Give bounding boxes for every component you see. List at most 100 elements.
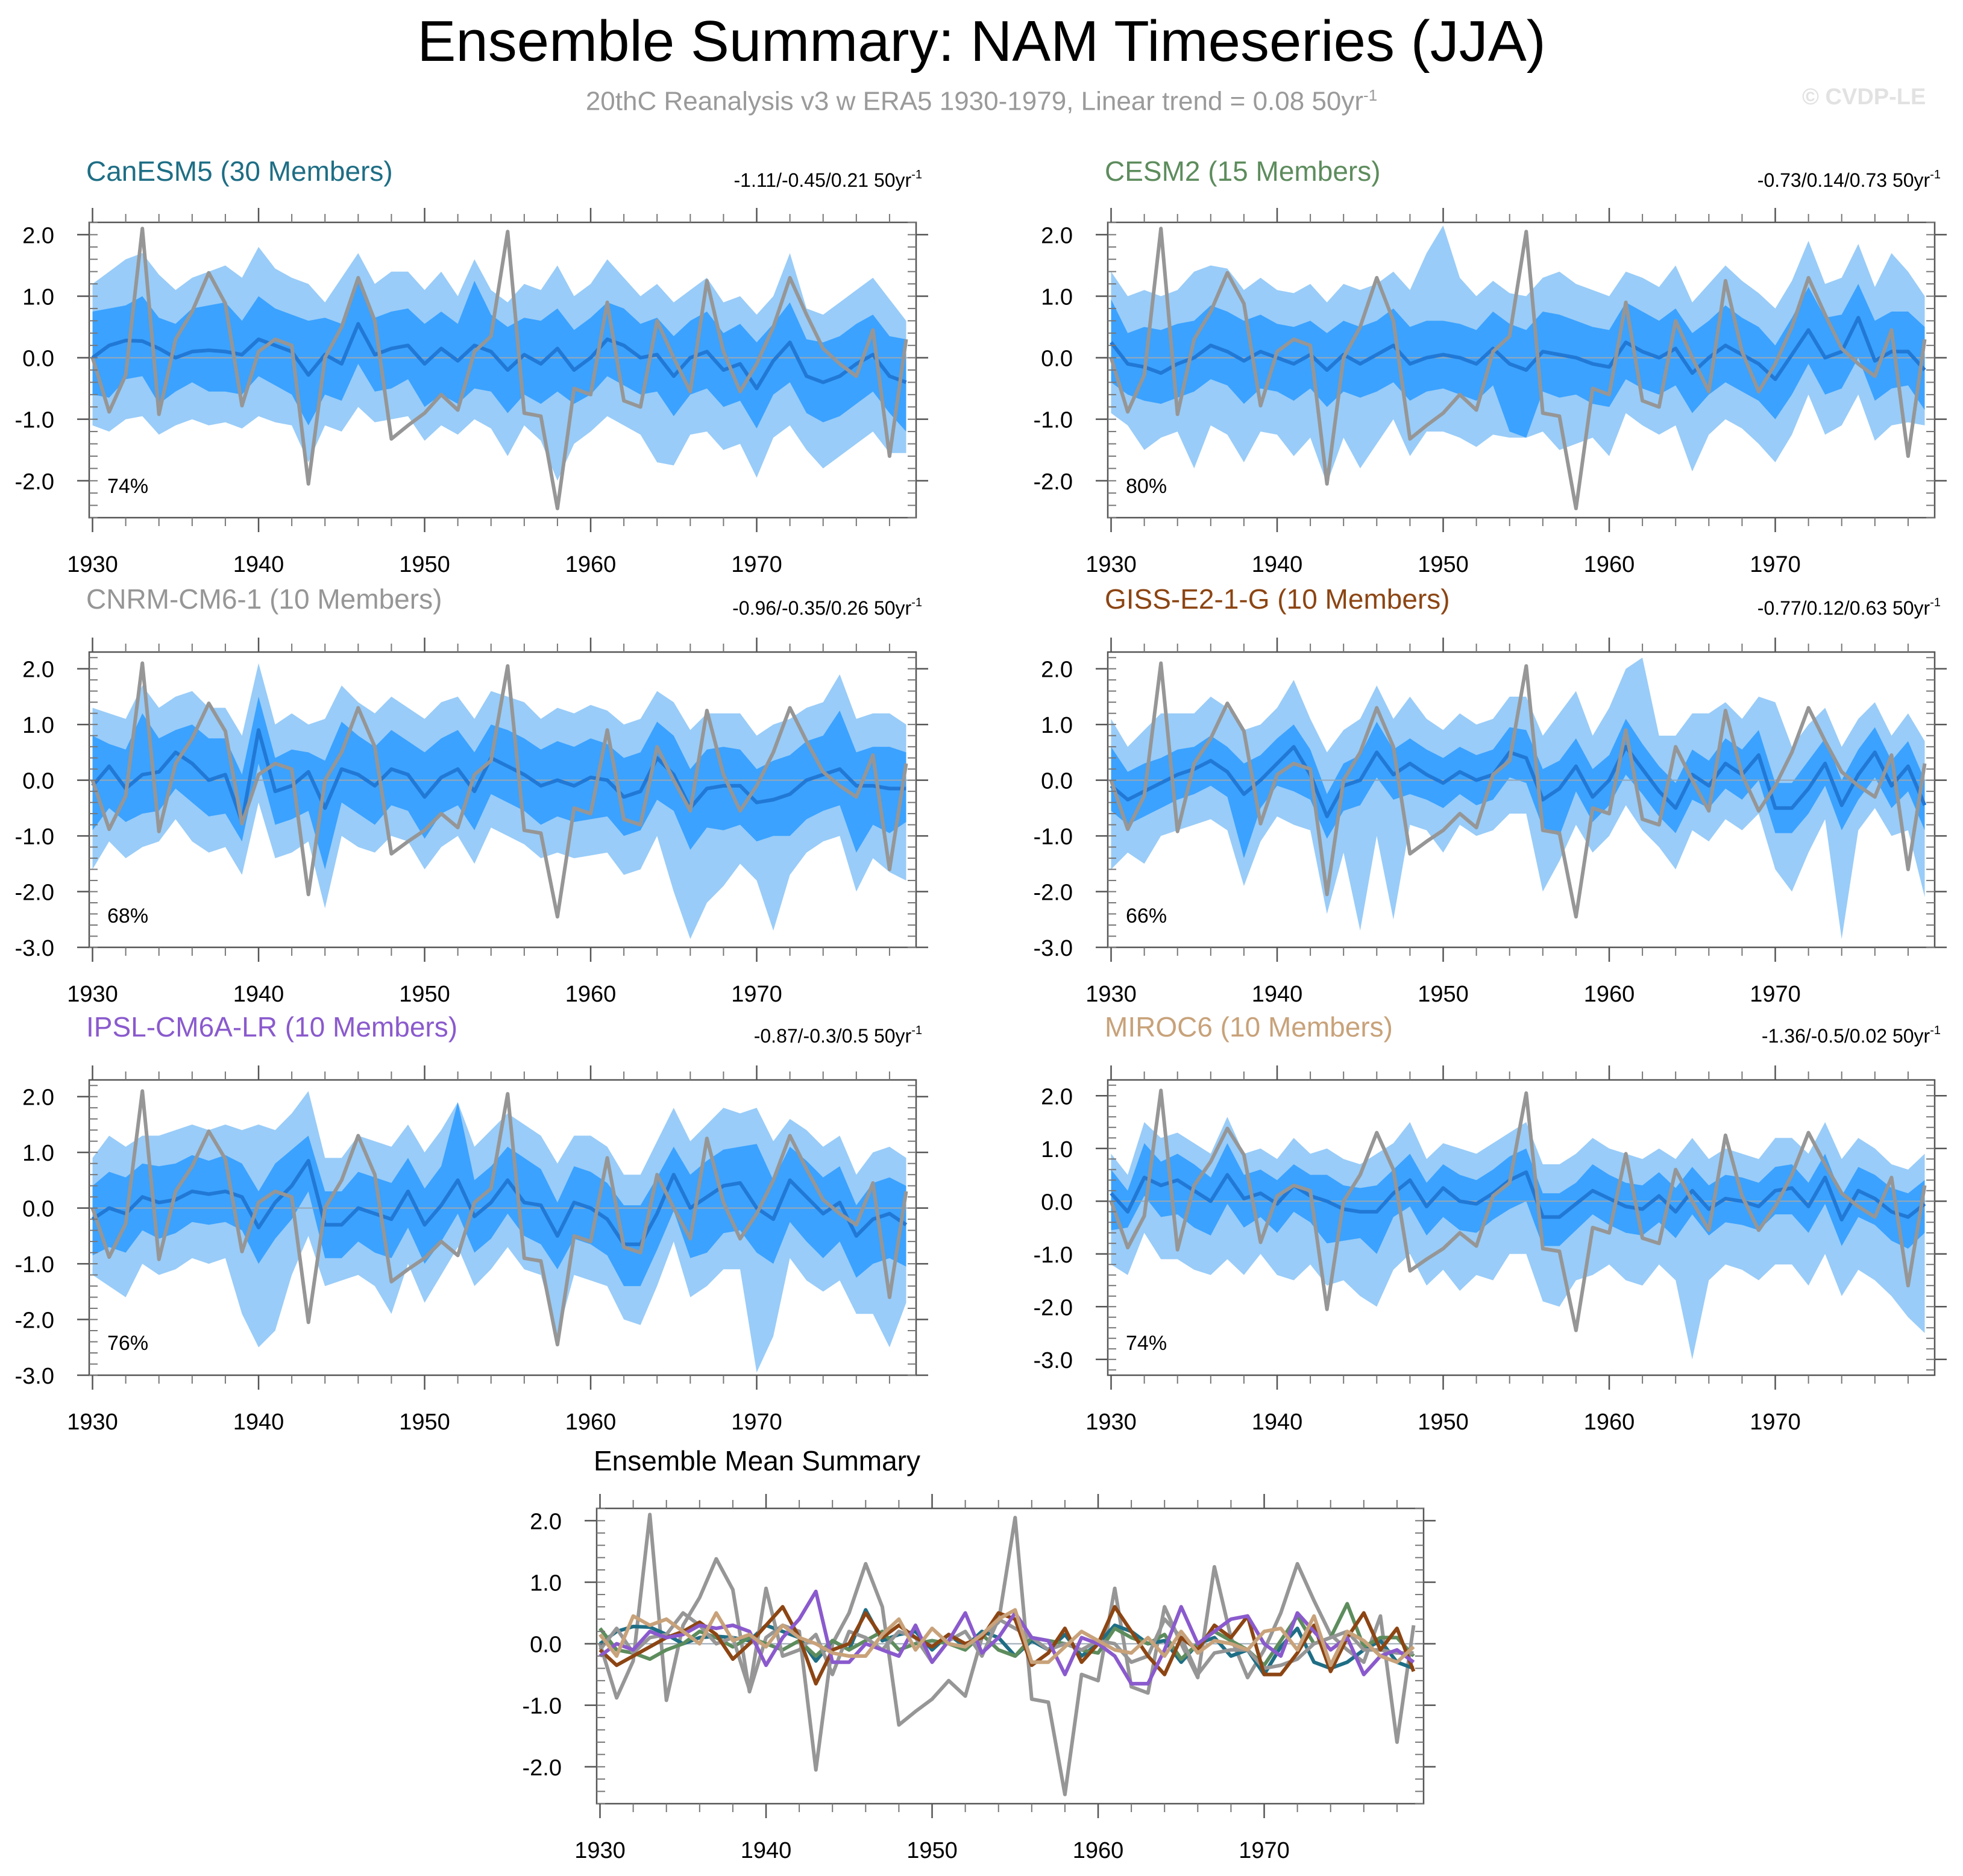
x-tick-label: 1970 [731,552,782,577]
page-title: Ensemble Summary: NAM Timeseries (JJA) [417,9,1546,74]
inner-band [92,697,906,870]
plot-frame [1107,651,1936,949]
x-tick-label: 1970 [1239,1838,1290,1863]
panel-title: MIROC6 (10 Members) [1105,1011,1393,1043]
panel-summary: Ensemble Mean Summary 2.0 1.0 0.0 -1.0 -2.0 19… [523,1445,1436,1863]
x-tick-label: 1930 [1085,982,1137,1007]
trend-label: -1.11/-0.45/0.21 50yr-1 [734,168,923,191]
y-tick-label: 1.0 [22,1141,54,1166]
ensemble-mean-line [91,322,907,391]
y-tick-label: -3.0 [15,936,54,961]
trend-superscript: -1 [911,1024,922,1037]
y-tick-label: -2.0 [1034,469,1073,495]
plot-content [89,227,916,510]
trend-label: -0.87/-0.3/0.5 50yr-1 [754,1024,922,1047]
plot-frame [88,651,917,949]
trend-value: -1.36/-0.5/0.02 50yr [1762,1025,1930,1047]
subtitle-superscript: -1 [1363,86,1378,104]
observation-line [1109,661,1927,919]
x-tick-label: 1960 [1584,552,1635,577]
y-tick-label: 1.0 [1041,713,1073,738]
panel-title: CNRM-CM6-1 (10 Members) [86,583,442,615]
x-tick-label: 1940 [233,1410,284,1435]
ensemble-mean-line [91,728,906,824]
x-tick-label: 1940 [1252,552,1303,577]
y-tick-label: 1.0 [22,285,54,310]
percent-label: 74% [107,475,148,498]
y-tick-label: 0.0 [1041,1190,1073,1215]
y-tick-label: 0.0 [22,1197,54,1222]
x-tick-label: 1940 [233,552,284,577]
y-tick-label: -2.0 [15,880,54,906]
y-tick-label: -1.0 [1034,1243,1073,1268]
y-tick-label: 1.0 [22,713,54,738]
ensemble-mean-line [1110,745,1927,818]
trend-superscript: -1 [911,168,922,181]
x-tick-label: 1950 [1418,552,1469,577]
panel-canesm5: CanESM5 (30 Members) -1.11/-0.45/0.21 50y… [15,155,928,577]
observation-line [90,1089,908,1347]
y-tick-label: -1.0 [15,408,54,433]
x-tick-label: 1970 [1750,552,1801,577]
x-tick-label: 1930 [1085,552,1137,577]
x-tick-label: 1930 [67,552,118,577]
trend-value: -0.73/0.14/0.73 50yr [1757,169,1930,191]
x-tick-label: 1930 [67,1410,118,1435]
x-tick-label: 1940 [1252,982,1303,1007]
trend-superscript: -1 [1930,1024,1941,1037]
plot-content [89,661,916,940]
plot-content [1108,225,1935,510]
plot-frame [88,1079,917,1376]
x-tick-label: 1940 [1252,1410,1303,1435]
y-tick-label: -1.0 [1034,408,1073,433]
panel-ipsl: IPSL-CM6A-LR (10 Members) -0.87/-0.3/0.5 … [15,1011,928,1435]
percent-label: 80% [1126,475,1167,498]
page-subtitle: 20thC Reanalysis v3 w ERA5 1930-1979, Li… [0,78,1963,119]
series-line-miroc6 [598,1608,1415,1667]
series-line-observations [598,1513,1416,1796]
trend-value: -1.11/-0.45/0.21 50yr [734,169,912,191]
x-tick-label: 1950 [906,1838,958,1863]
watermark: © CVDP-LE [1802,84,1926,110]
y-tick-label: 2.0 [530,1509,562,1534]
trend-superscript: -1 [1930,596,1941,609]
y-tick-label: 2.0 [22,657,54,683]
y-tick-label: -2.0 [1034,1295,1073,1320]
plot-content [597,1513,1424,1796]
y-tick-label: 2.0 [22,223,54,248]
y-tick-label: -2.0 [523,1755,562,1781]
trend-value: -0.77/0.12/0.63 50yr [1757,597,1930,619]
plot-content [1108,657,1935,940]
y-tick-label: 2.0 [1041,1084,1073,1109]
panel-title: Ensemble Mean Summary [594,1445,920,1476]
x-tick-label: 1960 [565,552,617,577]
y-tick-label: 2.0 [1041,657,1073,683]
y-tick-label: -3.0 [1034,936,1073,961]
plot-content [1108,1088,1935,1360]
ensemble-mean-line [1110,1170,1926,1222]
x-tick-label: 1970 [731,1410,782,1435]
y-tick-label: 2.0 [1041,223,1073,248]
x-tick-label: 1960 [565,982,617,1007]
subtitle-text: 20thC Reanalysis v3 w ERA5 1930-1979, Li… [585,86,1364,116]
y-tick-label: 0.0 [22,347,54,372]
trend-label: -0.77/0.12/0.63 50yr-1 [1757,596,1941,619]
y-tick-label: 1.0 [530,1571,562,1596]
y-tick-label: -1.0 [523,1694,562,1719]
x-tick-label: 1960 [1584,1410,1635,1435]
y-tick-label: -1.0 [1034,824,1073,850]
y-tick-label: 0.0 [1041,347,1073,372]
plot-frame [1107,1079,1936,1376]
series-line-ipsl-cm6a-lr [598,1589,1415,1686]
panel-cnrm: CNRM-CM6-1 (10 Members) -0.96/-0.35/0.26 … [15,583,928,1007]
x-tick-label: 1940 [741,1838,792,1863]
x-tick-label: 1950 [399,552,450,577]
y-tick-label: 0.0 [22,769,54,794]
x-tick-label: 1960 [1584,982,1635,1007]
y-tick-label: 1.0 [1041,285,1073,310]
y-tick-label: -3.0 [1034,1348,1073,1373]
ensemble-mean-line [91,1159,908,1246]
percent-label: 74% [1126,1332,1167,1355]
x-tick-label: 1960 [1073,1838,1124,1863]
